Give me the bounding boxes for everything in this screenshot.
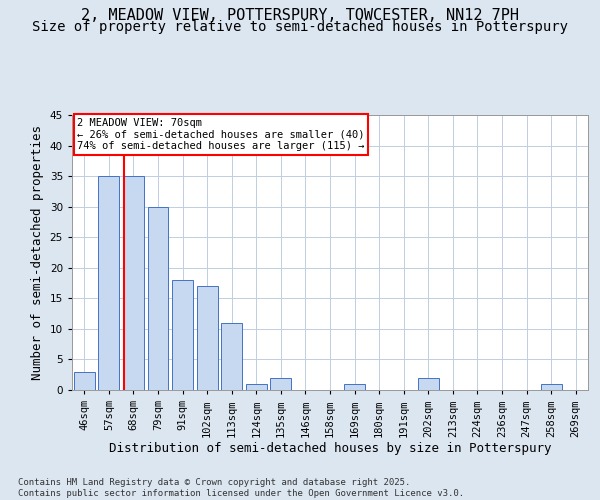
- Bar: [541, 384, 562, 390]
- Bar: [418, 378, 439, 390]
- Bar: [344, 384, 365, 390]
- Bar: [148, 206, 169, 390]
- Bar: [271, 378, 292, 390]
- Bar: [74, 372, 95, 390]
- Bar: [197, 286, 218, 390]
- Bar: [123, 176, 144, 390]
- Text: Contains HM Land Registry data © Crown copyright and database right 2025.
Contai: Contains HM Land Registry data © Crown c…: [18, 478, 464, 498]
- Text: 2, MEADOW VIEW, POTTERSPURY, TOWCESTER, NN12 7PH: 2, MEADOW VIEW, POTTERSPURY, TOWCESTER, …: [81, 8, 519, 22]
- Text: Size of property relative to semi-detached houses in Potterspury: Size of property relative to semi-detach…: [32, 20, 568, 34]
- Text: 2 MEADOW VIEW: 70sqm
← 26% of semi-detached houses are smaller (40)
74% of semi-: 2 MEADOW VIEW: 70sqm ← 26% of semi-detac…: [77, 118, 365, 151]
- Bar: [246, 384, 267, 390]
- Y-axis label: Number of semi-detached properties: Number of semi-detached properties: [31, 125, 44, 380]
- Bar: [98, 176, 119, 390]
- X-axis label: Distribution of semi-detached houses by size in Potterspury: Distribution of semi-detached houses by …: [109, 442, 551, 455]
- Bar: [172, 280, 193, 390]
- Bar: [221, 323, 242, 390]
